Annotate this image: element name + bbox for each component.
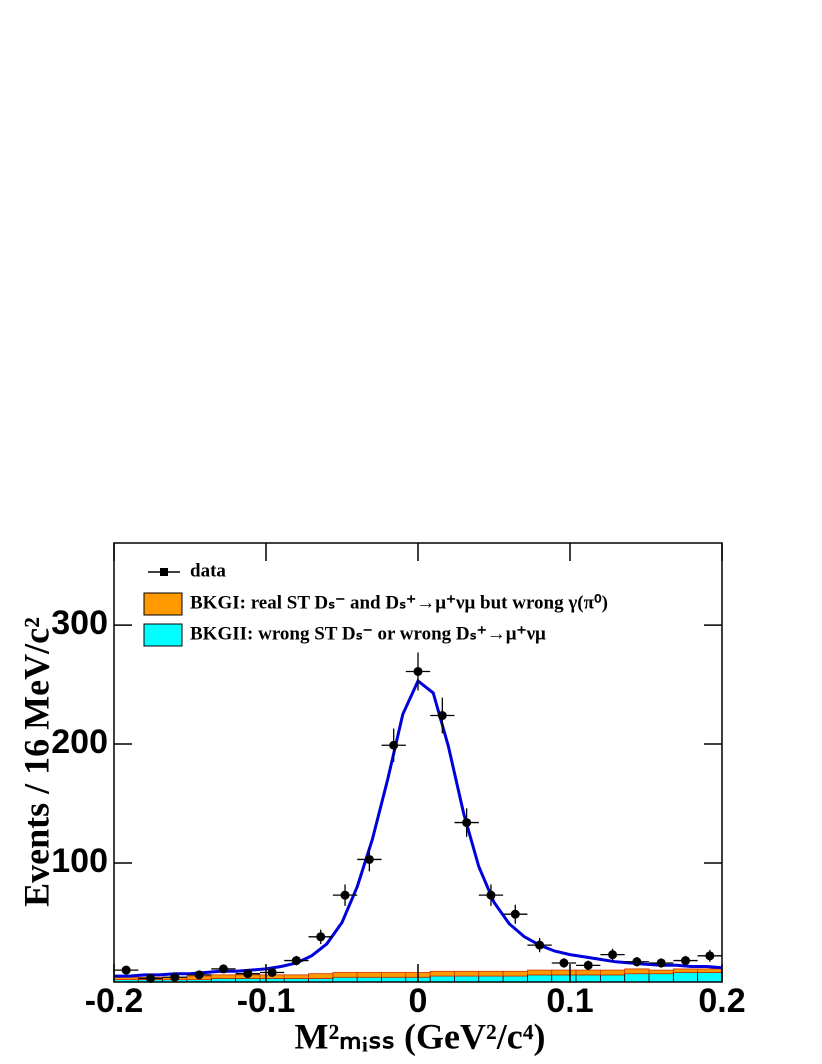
data-point — [267, 967, 277, 977]
bkg1-bar — [283, 974, 309, 979]
bkg2-bar — [478, 975, 504, 983]
data-point — [413, 666, 423, 676]
bkg1-bar — [648, 969, 674, 975]
y-tick-label: 100 — [51, 842, 108, 880]
x-tick-label: 0 — [409, 982, 428, 1020]
bkg2-bar — [502, 975, 528, 983]
data-point — [291, 956, 301, 966]
bkg1-bar — [308, 973, 334, 979]
data-point — [121, 965, 131, 975]
legend-label: data — [190, 560, 226, 581]
data-point — [194, 970, 204, 980]
data-point — [340, 890, 350, 900]
bkg1-bar — [624, 968, 650, 975]
legend-marker — [160, 568, 168, 576]
bkg2-bar — [429, 975, 455, 983]
x-tick-label: 0.2 — [698, 982, 745, 1020]
bkg1-bar — [672, 968, 699, 973]
legend-swatch — [143, 592, 183, 616]
bkg1-bar — [600, 969, 626, 976]
bkg1-bar — [502, 970, 528, 977]
bkg2-bar — [575, 974, 601, 983]
data-point — [681, 956, 691, 966]
bkg1-bar — [332, 972, 358, 978]
data-point — [218, 964, 228, 974]
bkg1-bar — [429, 970, 455, 977]
y-tick-label: 300 — [51, 604, 108, 642]
data-point — [632, 957, 642, 967]
x-tick-label: -0.1 — [237, 982, 296, 1020]
bkg2-bar — [551, 974, 577, 983]
bkg2-bar — [454, 975, 480, 983]
fit-curve — [114, 678, 723, 978]
legend-label: BKGII: wrong ST Dₛ⁻ or wrong Dₛ⁺→μ⁺νμ — [190, 623, 546, 644]
data-point — [389, 740, 399, 750]
x-tick-label: 0.1 — [546, 982, 593, 1020]
data-point — [656, 958, 666, 968]
data-point — [462, 818, 472, 828]
data-point — [316, 932, 326, 942]
bkg1-bar — [575, 969, 601, 976]
data-point — [705, 951, 715, 961]
legend-swatch — [143, 623, 183, 647]
x-tick-label: -0.2 — [85, 982, 144, 1020]
data-point — [145, 973, 155, 983]
bkg1-bar — [381, 972, 407, 978]
y-axis-label: Events / 16 MeV/c² — [16, 617, 56, 907]
bkg1-bar — [551, 969, 577, 976]
data-point — [243, 969, 253, 979]
bkg2-bar — [600, 974, 626, 983]
bkg1-bar — [454, 970, 480, 977]
data-point — [535, 940, 545, 950]
bkg1-bar — [527, 969, 553, 976]
y-tick-label: 200 — [51, 723, 108, 761]
bkg1-bar — [697, 968, 723, 973]
data-point — [608, 950, 618, 960]
x-axis-label: M²ₘᵢₛₛ (GeV²/c⁴) — [295, 1016, 546, 1056]
bkg2-bar — [624, 973, 650, 983]
data-point — [510, 909, 520, 919]
data-point — [583, 960, 593, 970]
bkg2-bar — [648, 973, 674, 983]
bkg2-bar — [672, 972, 699, 983]
legend-label: BKGI: real ST Dₛ⁻ and Dₛ⁺→μ⁺νμ but wrong… — [190, 592, 608, 613]
data-point — [437, 711, 447, 721]
bkg1-bar — [356, 972, 382, 978]
data-point — [486, 890, 496, 900]
bkg1-bar — [210, 974, 236, 979]
bkg2-bar — [527, 974, 553, 983]
data-point — [559, 958, 569, 968]
bkg2-bar — [697, 972, 723, 983]
data-point — [170, 972, 180, 982]
bkg1-bar — [478, 970, 504, 977]
data-point — [364, 854, 374, 864]
